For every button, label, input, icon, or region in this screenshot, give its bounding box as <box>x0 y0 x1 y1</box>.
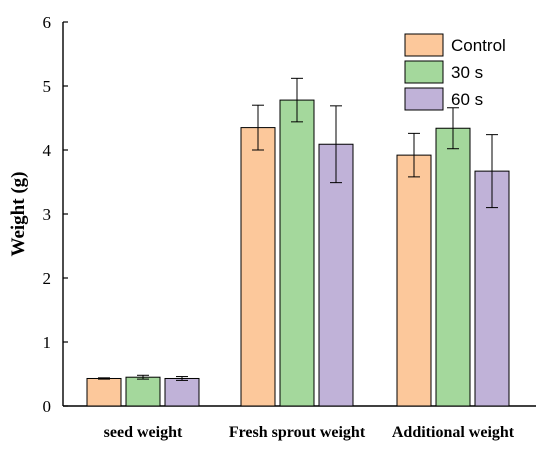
bar <box>240 127 276 407</box>
legend-swatch <box>404 60 444 84</box>
y-tick-label: 2 <box>43 269 52 288</box>
x-tick-labels: seed weight Fresh sprout weight Additional… <box>104 424 515 441</box>
y-axis-label: Weight (g) <box>8 172 29 257</box>
bar <box>164 377 200 407</box>
y-tick-label: 3 <box>43 205 52 224</box>
bar <box>279 99 315 407</box>
bar <box>86 377 122 407</box>
bars <box>86 77 510 407</box>
legend-swatch <box>404 87 444 111</box>
bar <box>435 127 471 407</box>
x-tick-label: seed weight <box>104 424 183 441</box>
y-tick-label: 1 <box>43 333 52 352</box>
x-tick-label: Fresh sprout weight <box>229 424 366 441</box>
bar <box>474 170 510 407</box>
y-ticks: 0 1 2 3 4 5 6 <box>43 13 68 416</box>
x-tick-label: Additional weight <box>392 424 515 441</box>
legend-swatch <box>404 33 444 57</box>
y-tick-label: 6 <box>43 13 52 32</box>
bar <box>125 376 161 407</box>
legend: Control 30 s 60 s <box>404 33 506 111</box>
y-tick-label: 0 <box>43 397 52 416</box>
y-tick-label: 4 <box>43 141 52 160</box>
bar <box>318 143 354 407</box>
bar <box>396 154 432 407</box>
y-tick-label: 5 <box>43 77 52 96</box>
legend-label: 30 s <box>451 63 483 82</box>
legend-label: Control <box>451 36 506 55</box>
legend-label: 60 s <box>451 90 483 109</box>
